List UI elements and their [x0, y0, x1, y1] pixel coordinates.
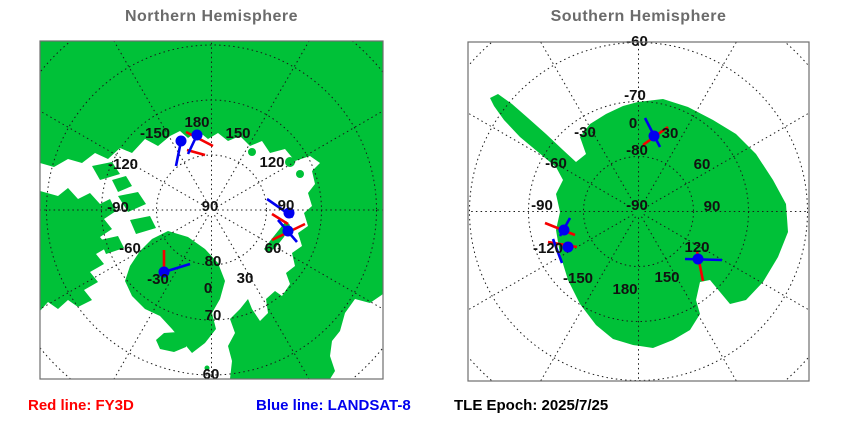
satellite-position-dot	[692, 253, 704, 265]
satellite-position-dot	[283, 207, 295, 219]
longitude-label: 90	[704, 198, 721, 215]
satellite-position-dot	[175, 135, 187, 147]
satellite-position-dot	[562, 241, 574, 253]
longitude-label: 180	[612, 281, 637, 298]
latitude-circle	[469, 42, 808, 381]
longitude-label: 0	[629, 115, 637, 132]
south-map-title: Southern Hemisphere	[550, 8, 727, 25]
longitude-label: -30	[574, 124, 596, 141]
landsat8-track-segment	[684, 257, 723, 262]
longitude-label: 30	[237, 270, 254, 287]
satellite-position-dot	[191, 129, 203, 141]
longitude-label: 150	[654, 269, 679, 286]
latitude-label: 70	[205, 307, 222, 324]
landmass	[40, 41, 383, 379]
map-frame	[39, 40, 384, 380]
landmass	[156, 332, 188, 352]
longitude-label: 120	[259, 154, 284, 171]
satellite-position-dot	[158, 266, 170, 278]
latitude-label: -80	[626, 142, 648, 159]
landmass	[490, 94, 788, 348]
map-frame	[467, 41, 810, 382]
longitude-label: 90	[278, 197, 295, 214]
latitude-circle	[156, 154, 267, 266]
longitude-label: -90	[107, 199, 129, 216]
islet	[204, 365, 210, 371]
longitude-label: 120	[684, 239, 709, 256]
longitude-label: 180	[184, 114, 209, 131]
satellite-position-dot	[558, 224, 570, 236]
latitude-circle	[583, 156, 694, 267]
legend-blue-line-landsat8: Blue line: LANDSAT-8	[256, 397, 411, 414]
longitude-label: -90	[531, 197, 553, 214]
longitude-label: 150	[225, 125, 250, 142]
latitude-label: 60	[203, 366, 220, 383]
landmass	[118, 192, 146, 212]
landmass	[112, 176, 132, 192]
longitude-label: 30	[662, 125, 679, 142]
longitude-label: -60	[119, 240, 141, 257]
islet	[248, 148, 256, 156]
longitude-label: -30	[147, 271, 169, 288]
longitude-label: -60	[545, 155, 567, 172]
longitude-label: 60	[265, 240, 282, 257]
longitude-label: 0	[204, 280, 212, 297]
islet	[285, 157, 295, 167]
islet	[296, 170, 304, 178]
satellite-position-dot	[648, 130, 660, 142]
satellite-position-dot	[282, 225, 294, 237]
legend-tle-epoch: TLE Epoch: 2025/7/25	[454, 397, 609, 414]
longitude-label: 60	[694, 156, 711, 173]
landmass	[92, 162, 120, 180]
landmass	[100, 236, 124, 254]
longitude-label: -150	[563, 270, 593, 287]
latitude-circle	[46, 44, 377, 376]
longitude-label: -120	[533, 240, 563, 257]
landmass	[130, 216, 156, 234]
latitude-label: -90	[626, 197, 648, 214]
longitude-label: -120	[108, 156, 138, 173]
legend-red-line-fy3d: Red line: FY3D	[28, 397, 134, 414]
latitude-label: -70	[624, 87, 646, 104]
landmass	[125, 231, 225, 353]
northern-hemisphere-map: 180 150 120 90 60 30 0 -30 -60 -90 -120-150 90 80 70 6…	[39, 40, 384, 383]
latitude-label: 90	[202, 198, 219, 215]
landsat8-track-segment	[551, 238, 564, 264]
longitude-label: -150	[140, 125, 170, 142]
latitude-label: 80	[205, 253, 222, 270]
north-map-title: Northern Hemisphere	[124, 8, 299, 25]
landmass	[40, 188, 116, 311]
fy3d-track-segment	[271, 212, 289, 226]
southern-hemisphere-map: 0 30 60 90 120 150 180 -150-120 -90 -60 -30 -90 -80 -…	[467, 33, 810, 382]
